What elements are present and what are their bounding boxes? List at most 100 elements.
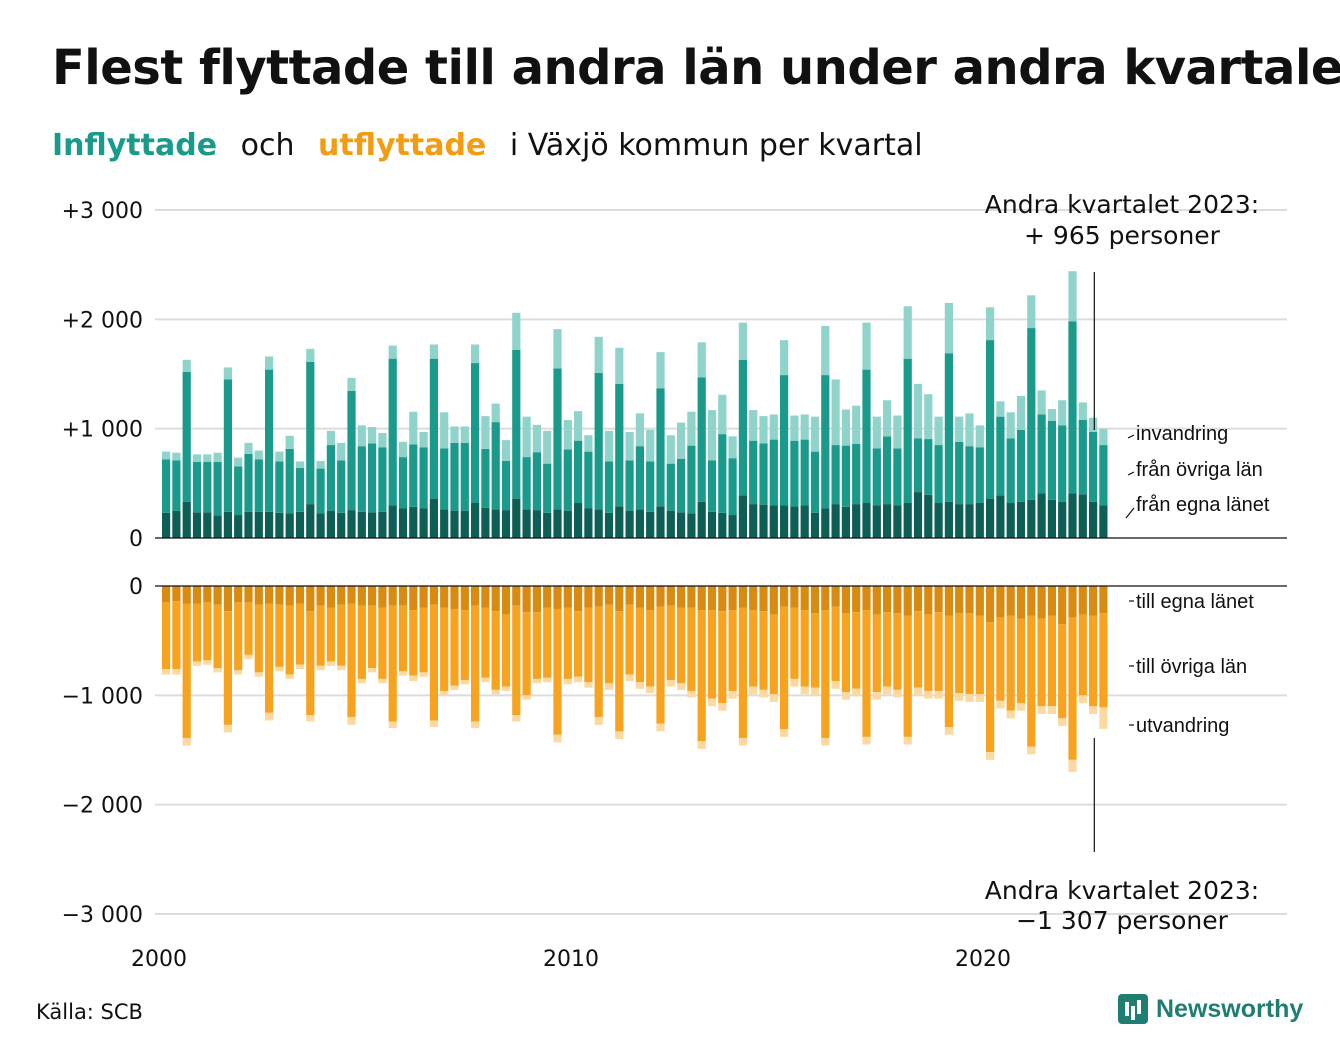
- bar-outflow-own-county: [574, 586, 583, 612]
- bar-outflow-other-counties: [419, 607, 428, 673]
- bar-outflow-other-counties: [440, 607, 449, 691]
- bar-outflow-own-county: [172, 586, 181, 602]
- bar-outflow-emigration: [481, 677, 490, 683]
- bar-inflow-immigration: [1037, 390, 1046, 415]
- bar-outflow-other-counties: [594, 606, 603, 718]
- bar-outflow-emigration: [306, 715, 315, 722]
- bar-inflow-immigration: [501, 440, 511, 461]
- bar-outflow-other-counties: [337, 604, 346, 666]
- bar-outflow-emigration: [697, 741, 706, 749]
- bar-inflow-own-county: [368, 512, 377, 538]
- bar-outflow-other-counties: [635, 607, 644, 683]
- bar-outflow-other-counties: [821, 610, 830, 738]
- bar-inflow-own-county: [419, 508, 428, 538]
- bar-inflow-own-county: [254, 511, 263, 538]
- x-tick-label: 2020: [955, 947, 1011, 972]
- bar-outflow-emigration: [810, 687, 820, 696]
- bar-inflow-immigration: [687, 411, 696, 446]
- bar-outflow-own-county: [707, 586, 717, 611]
- bar-outflow-emigration: [759, 689, 768, 698]
- bar-inflow-immigration: [398, 441, 408, 458]
- bar-outflow-emigration: [913, 687, 923, 696]
- bar-inflow-own-county: [1089, 501, 1098, 538]
- bar-inflow-immigration: [749, 410, 758, 441]
- bar-inflow-other-counties: [728, 458, 737, 516]
- bar-outflow-other-counties: [913, 611, 923, 688]
- bar-outflow-other-counties: [749, 610, 758, 687]
- bar-outflow-emigration: [388, 721, 397, 729]
- bar-outflow-other-counties: [326, 607, 335, 662]
- bar-inflow-other-counties: [986, 340, 995, 499]
- bar-inflow-other-counties: [924, 439, 933, 495]
- bar-inflow-immigration: [192, 454, 202, 463]
- bar-inflow-own-county: [409, 506, 418, 538]
- bar-inflow-own-county: [337, 512, 346, 538]
- bar-outflow-own-county: [872, 586, 881, 615]
- bar-outflow-emigration: [975, 694, 984, 702]
- subtitle-utflyttade: utflyttade: [318, 128, 487, 163]
- bar-outflow-emigration: [398, 671, 408, 676]
- bar-inflow-other-counties: [440, 448, 449, 510]
- series-label-outflow: utvandring: [1136, 715, 1229, 737]
- bar-inflow-other-counties: [841, 445, 850, 507]
- bar-inflow-other-counties: [481, 448, 490, 508]
- bar-inflow-other-counties: [831, 445, 840, 505]
- bar-outflow-emigration: [656, 723, 665, 732]
- bar-inflow-other-counties: [213, 462, 222, 516]
- bar-inflow-other-counties: [1027, 328, 1036, 500]
- bar-outflow-emigration: [512, 715, 521, 722]
- bar-outflow-own-county: [275, 586, 284, 605]
- bar-outflow-emigration: [604, 683, 614, 690]
- bar-outflow-own-county: [1037, 586, 1046, 619]
- bar-outflow-emigration: [429, 720, 438, 728]
- bar-outflow-emigration: [563, 678, 572, 685]
- inflow-bars: [162, 271, 1108, 538]
- bar-inflow-own-county: [203, 512, 212, 538]
- bar-inflow-other-counties: [234, 466, 243, 516]
- bar-outflow-emigration: [1099, 707, 1108, 729]
- bar-outflow-other-counties: [1058, 624, 1067, 719]
- bar-inflow-other-counties: [594, 372, 603, 510]
- bar-inflow-other-counties: [1058, 425, 1067, 502]
- bar-outflow-other-counties: [780, 606, 789, 730]
- bar-inflow-other-counties: [810, 451, 820, 513]
- bar-outflow-other-counties: [656, 606, 665, 724]
- y-tick-label-top: 0: [129, 527, 143, 552]
- bar-outflow-other-counties: [203, 602, 212, 661]
- bar-inflow-other-counties: [532, 452, 541, 511]
- bar-outflow-other-counties: [378, 607, 387, 679]
- bar-inflow-immigration: [244, 442, 253, 454]
- bar-inflow-immigration: [646, 429, 655, 462]
- bar-outflow-own-county: [450, 586, 459, 609]
- bar-outflow-own-county: [759, 586, 768, 612]
- bar-inflow-own-county: [707, 511, 717, 538]
- bar-outflow-emigration: [213, 668, 222, 673]
- bar-inflow-immigration: [450, 426, 459, 443]
- bar-inflow-other-counties: [1006, 438, 1015, 504]
- bar-outflow-own-county: [955, 586, 964, 614]
- bar-inflow-own-county: [718, 512, 727, 538]
- bar-outflow-own-county: [1006, 586, 1015, 616]
- bar-inflow-own-county: [460, 510, 469, 538]
- bar-outflow-own-county: [893, 586, 902, 614]
- bar-outflow-own-county: [800, 586, 809, 611]
- bar-outflow-other-counties: [398, 605, 408, 672]
- bar-outflow-emigration: [883, 686, 892, 695]
- bar-outflow-own-county: [295, 586, 305, 604]
- y-tick-label-bottom: −1 000: [62, 684, 143, 709]
- bar-inflow-other-counties: [419, 447, 428, 509]
- bar-outflow-own-county: [409, 586, 418, 611]
- bar-outflow-own-county: [852, 586, 861, 613]
- bar-outflow-other-counties: [574, 611, 583, 677]
- bar-outflow-emigration: [780, 729, 789, 737]
- bar-inflow-immigration: [759, 416, 768, 444]
- bar-outflow-own-county: [388, 586, 397, 606]
- bar-outflow-other-counties: [965, 613, 974, 695]
- bar-inflow-other-counties: [790, 440, 799, 507]
- bar-inflow-own-county: [182, 501, 191, 538]
- bar-inflow-own-county: [316, 513, 325, 538]
- bar-outflow-emigration: [646, 686, 655, 694]
- bar-inflow-own-county: [780, 505, 789, 538]
- bar-outflow-emigration: [265, 712, 274, 721]
- bar-inflow-own-county: [656, 506, 665, 538]
